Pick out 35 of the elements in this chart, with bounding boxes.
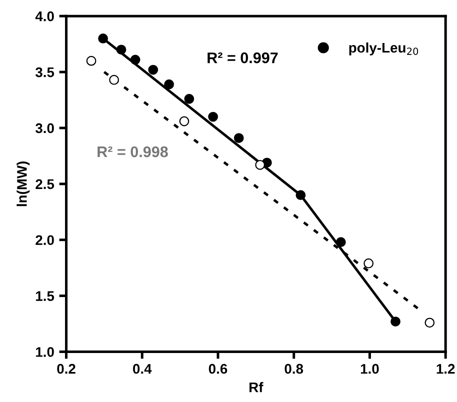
x-tick-label: 1.2: [436, 364, 455, 374]
x-tick-label: 0.4: [133, 364, 152, 374]
point: [86, 56, 96, 66]
point: [255, 160, 266, 170]
point: [336, 237, 346, 248]
point: [208, 112, 218, 122]
y-tick-label: 1.0: [36, 347, 54, 357]
y-tick-label: 3.5: [35, 67, 54, 78]
point: [364, 258, 374, 268]
y-tick-label: 2.0: [36, 235, 54, 246]
point: [116, 44, 126, 55]
annotation: R² = 0.998: [98, 146, 168, 158]
x-tick-label: 1.0: [360, 364, 379, 374]
point: [184, 94, 194, 104]
y-tick-label: 4.0: [35, 11, 54, 22]
point: [109, 74, 120, 85]
point: [424, 318, 435, 328]
point: [164, 79, 174, 90]
x-tick-label: 0.8: [284, 364, 304, 374]
annotation: R² = 0.997: [208, 52, 278, 64]
legend-label: poly-Leu$_{20}$: [349, 42, 418, 56]
point: [98, 34, 108, 44]
point: [390, 316, 400, 326]
point: [234, 133, 244, 143]
y-tick-label: 2.5: [36, 179, 54, 190]
point: [179, 116, 190, 126]
y-tick-label: 3.0: [35, 123, 54, 134]
x-tick-label: 0.2: [57, 364, 76, 374]
point: [148, 64, 158, 75]
x-tick-label: 0.6: [208, 364, 228, 374]
y-tick-label: 1.5: [36, 291, 54, 301]
y-axis-title: ln(MW): [16, 161, 30, 206]
point: [130, 54, 140, 65]
x-axis-title: Rf: [250, 382, 264, 392]
point: [296, 190, 306, 200]
